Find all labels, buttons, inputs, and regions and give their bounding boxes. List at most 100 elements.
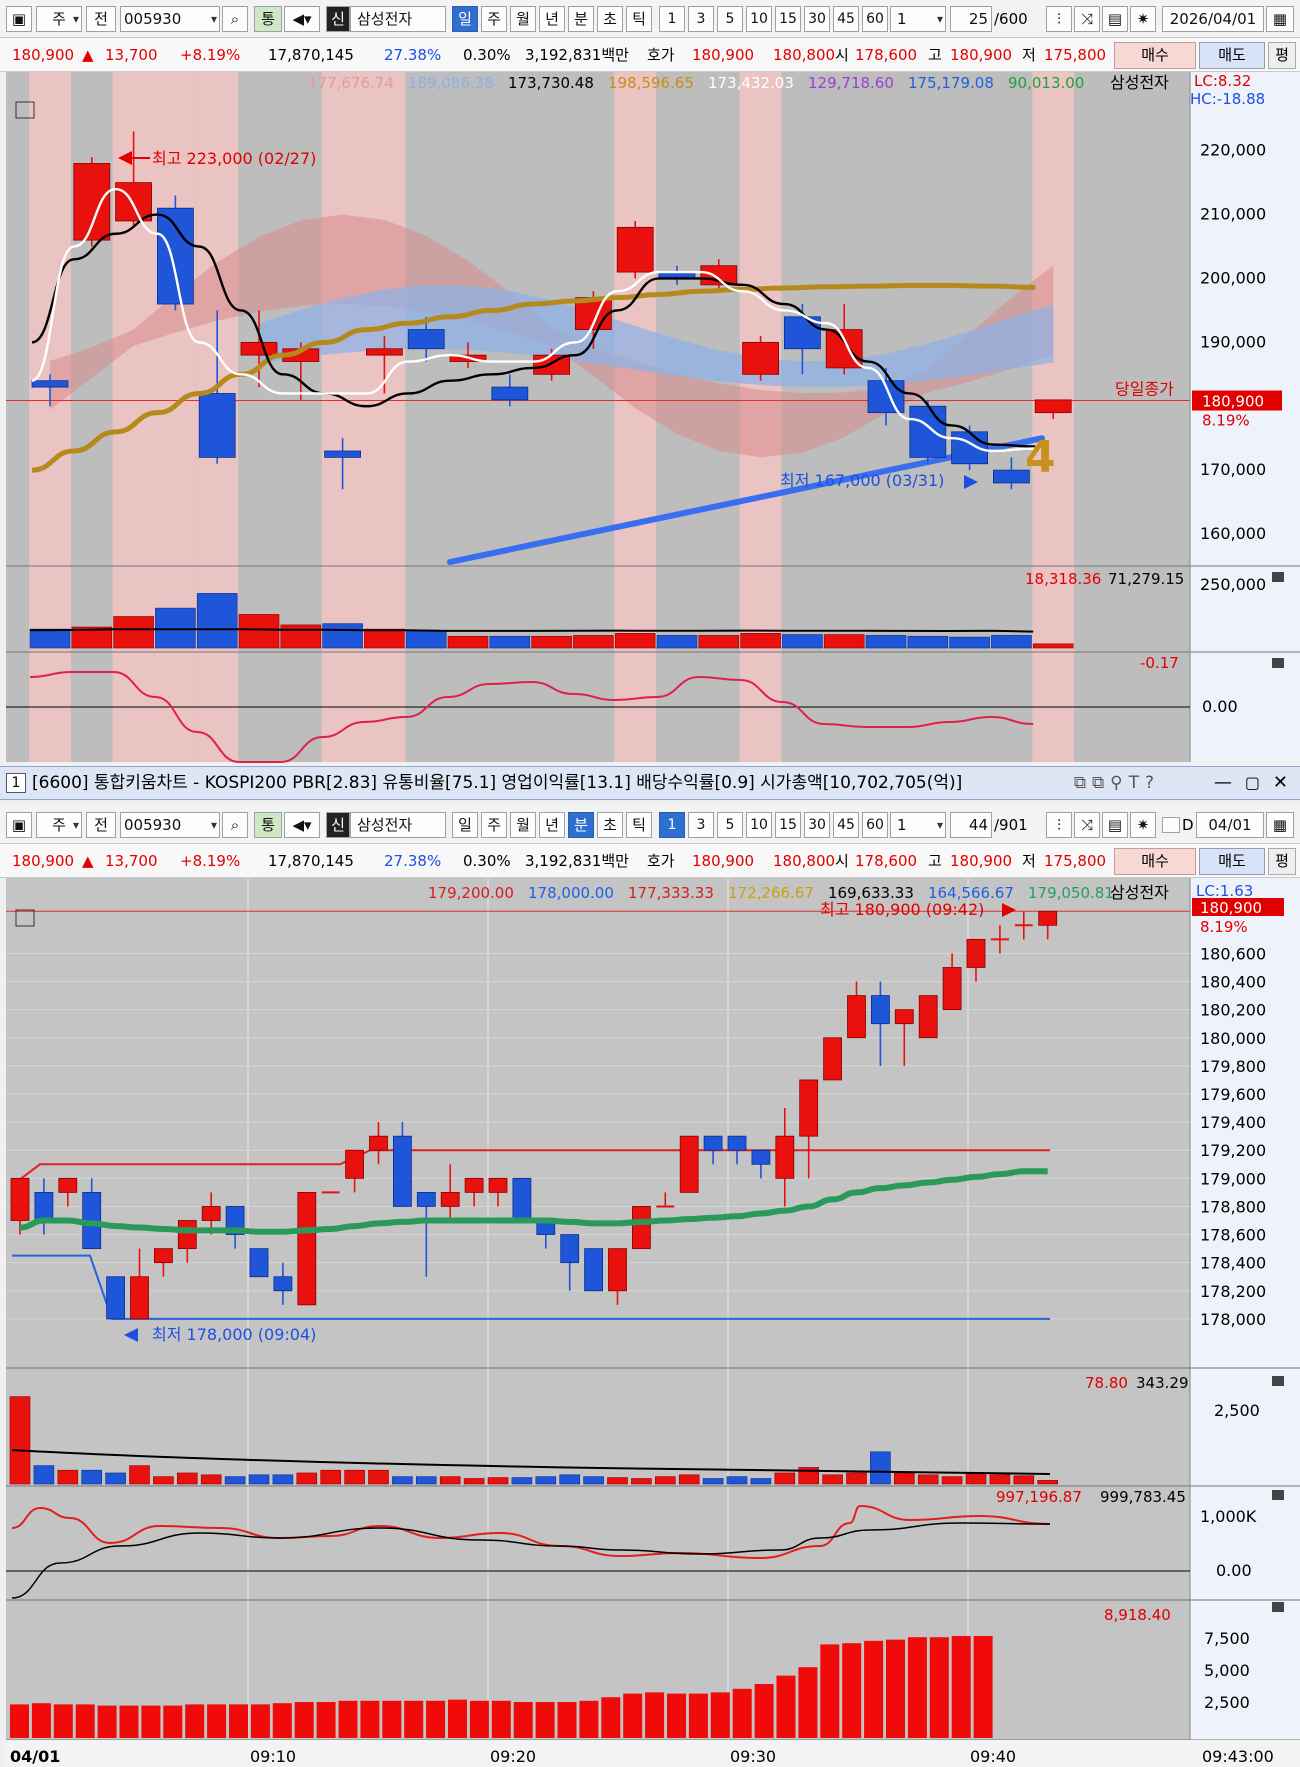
period-button[interactable]: 초 — [597, 6, 623, 32]
sell-button[interactable]: 매도 — [1199, 848, 1265, 875]
minute-interval-button[interactable]: 3 — [688, 6, 714, 32]
candle-body — [153, 1248, 173, 1264]
d-checkbox[interactable] — [1162, 817, 1180, 833]
window-tools-icon[interactable]: ⧉⧉⚲T? — [1073, 773, 1160, 793]
period-button[interactable]: 주 — [481, 812, 507, 838]
x-axis-label: 09:20 — [490, 1747, 536, 1766]
sell-button[interactable]: 매도 — [1199, 42, 1265, 69]
ma-legend-value: 90,013.00 — [1008, 74, 1084, 92]
candle-body — [894, 1009, 914, 1025]
minute-interval-button[interactable]: 10 — [746, 812, 772, 838]
period-button[interactable]: 일 — [452, 6, 478, 32]
bid-price: 180,800 — [773, 852, 836, 870]
stock-name-field[interactable]: 삼성전자 — [350, 6, 446, 32]
data-count-input[interactable]: 25 — [950, 6, 992, 32]
minute-interval-button[interactable]: 15 — [775, 812, 801, 838]
minute-interval-button[interactable]: 60 — [862, 812, 888, 838]
average-button[interactable]: 평 — [1268, 848, 1296, 875]
cumulative-bar — [820, 1644, 840, 1738]
period-button[interactable]: 분 — [568, 6, 594, 32]
highlight-column — [29, 72, 71, 762]
unit-select[interactable]: 1 — [890, 6, 946, 32]
period-button[interactable]: 틱 — [626, 812, 652, 838]
cumulative-bar — [272, 1703, 292, 1738]
sound-icon[interactable]: ◀▾ — [284, 6, 320, 32]
period-button[interactable]: 일 — [452, 812, 478, 838]
data-count-input[interactable]: 44 — [950, 812, 992, 838]
buy-button[interactable]: 매수 — [1114, 42, 1196, 69]
cumulative-bar — [360, 1700, 380, 1738]
volume-bar — [511, 1477, 533, 1485]
minimize-icon[interactable]: — — [1214, 772, 1232, 793]
calendar-icon[interactable]: ▦ — [1266, 6, 1294, 32]
maximize-icon[interactable]: ▢ — [1244, 773, 1260, 792]
minute-interval-button[interactable]: 45 — [833, 6, 859, 32]
stock-code-input[interactable]: 005930 — [120, 812, 220, 838]
search-icon[interactable]: ⌕ — [222, 6, 248, 32]
minute-interval-button[interactable]: 45 — [833, 812, 859, 838]
trend-line-icon[interactable]: ⤨ — [1074, 6, 1100, 32]
candle-body — [464, 1177, 484, 1193]
period-button[interactable]: 분 — [568, 812, 594, 838]
candle-type-icon[interactable]: ⫶ — [1046, 812, 1072, 838]
tong-button[interactable]: 통 — [254, 6, 282, 32]
minute-interval-button[interactable]: 60 — [862, 6, 888, 32]
period-button[interactable]: 초 — [597, 812, 623, 838]
obv-axis-label: 1,000K — [1200, 1507, 1257, 1526]
prev-code-button[interactable]: 전 — [86, 812, 116, 838]
period-button[interactable]: 년 — [539, 6, 565, 32]
average-button[interactable]: 평 — [1268, 42, 1296, 69]
minute-interval-button[interactable]: 15 — [775, 6, 801, 32]
daily-chart-area[interactable]: 220,000 210,000 200,000 190,000 170,000 160,0… — [0, 72, 1300, 802]
settings-gear-icon[interactable]: ✷ — [1130, 812, 1156, 838]
save-icon[interactable]: ▤ — [1102, 6, 1128, 32]
prev-code-button[interactable]: 전 — [86, 6, 116, 32]
minute-chart-area[interactable]: 180,600 180,400 180,200 180,000 179,800 179,6… — [0, 878, 1300, 1767]
minute-interval-button[interactable]: 1 — [659, 6, 685, 32]
stock-code-input[interactable]: 005930 — [120, 6, 220, 32]
minute-interval-button[interactable]: 3 — [688, 812, 714, 838]
close-icon[interactable]: ✕ — [1272, 772, 1288, 793]
candle-body — [560, 1234, 580, 1264]
sin-button[interactable]: 신 — [326, 812, 350, 838]
period-button[interactable]: 틱 — [626, 6, 652, 32]
settings-gear-icon[interactable]: ✷ — [1130, 6, 1156, 32]
candle-body — [106, 1276, 125, 1320]
tong-button[interactable]: 통 — [254, 812, 282, 838]
price-change: 13,700 — [105, 852, 158, 870]
cumulative-bar — [426, 1700, 446, 1738]
unit-select[interactable]: 1 — [890, 812, 946, 838]
minute-interval-button[interactable]: 30 — [804, 812, 830, 838]
chart-menu-icon[interactable]: ▣ — [6, 812, 32, 838]
period-button[interactable]: 월 — [510, 812, 536, 838]
low-price: 175,800 — [1044, 852, 1107, 870]
period-button[interactable]: 주 — [481, 6, 507, 32]
chart-menu-icon[interactable]: ▣ — [6, 6, 32, 32]
minute-interval-button[interactable]: 5 — [717, 812, 743, 838]
date-input[interactable]: 04/01 — [1196, 812, 1264, 838]
market-select[interactable]: 주 — [36, 812, 82, 838]
period-button[interactable]: 월 — [510, 6, 536, 32]
minute-interval-button[interactable]: 10 — [746, 6, 772, 32]
sin-button[interactable]: 신 — [326, 6, 350, 32]
date-input[interactable]: 2026/04/01 — [1162, 6, 1264, 32]
save-icon[interactable]: ▤ — [1102, 812, 1128, 838]
volume-bar — [865, 635, 907, 649]
cumulative-bar — [316, 1702, 336, 1738]
search-icon[interactable]: ⌕ — [222, 812, 248, 838]
minute-interval-button[interactable]: 30 — [804, 6, 830, 32]
buy-button[interactable]: 매수 — [1114, 848, 1196, 875]
cumulative-bar — [886, 1639, 905, 1738]
sound-icon[interactable]: ◀▾ — [284, 812, 320, 838]
trend-line-icon[interactable]: ⤨ — [1074, 812, 1100, 838]
minute-interval-button[interactable]: 5 — [717, 6, 743, 32]
stock-name-field[interactable]: 삼성전자 — [350, 812, 446, 838]
window-titlebar[interactable]: 1 [6600] 통합키움차트 - KOSPI200 PBR[2.83] 유통비… — [0, 766, 1300, 800]
ma-legend-value: 178,000.00 — [528, 884, 614, 902]
calendar-icon[interactable]: ▦ — [1266, 812, 1294, 838]
candle-type-icon[interactable]: ⫶ — [1046, 6, 1072, 32]
market-select[interactable]: 주 — [36, 6, 82, 32]
minute-interval-button[interactable]: 1 — [659, 812, 685, 838]
obv-line-red — [11, 1504, 1051, 1560]
period-button[interactable]: 년 — [539, 812, 565, 838]
